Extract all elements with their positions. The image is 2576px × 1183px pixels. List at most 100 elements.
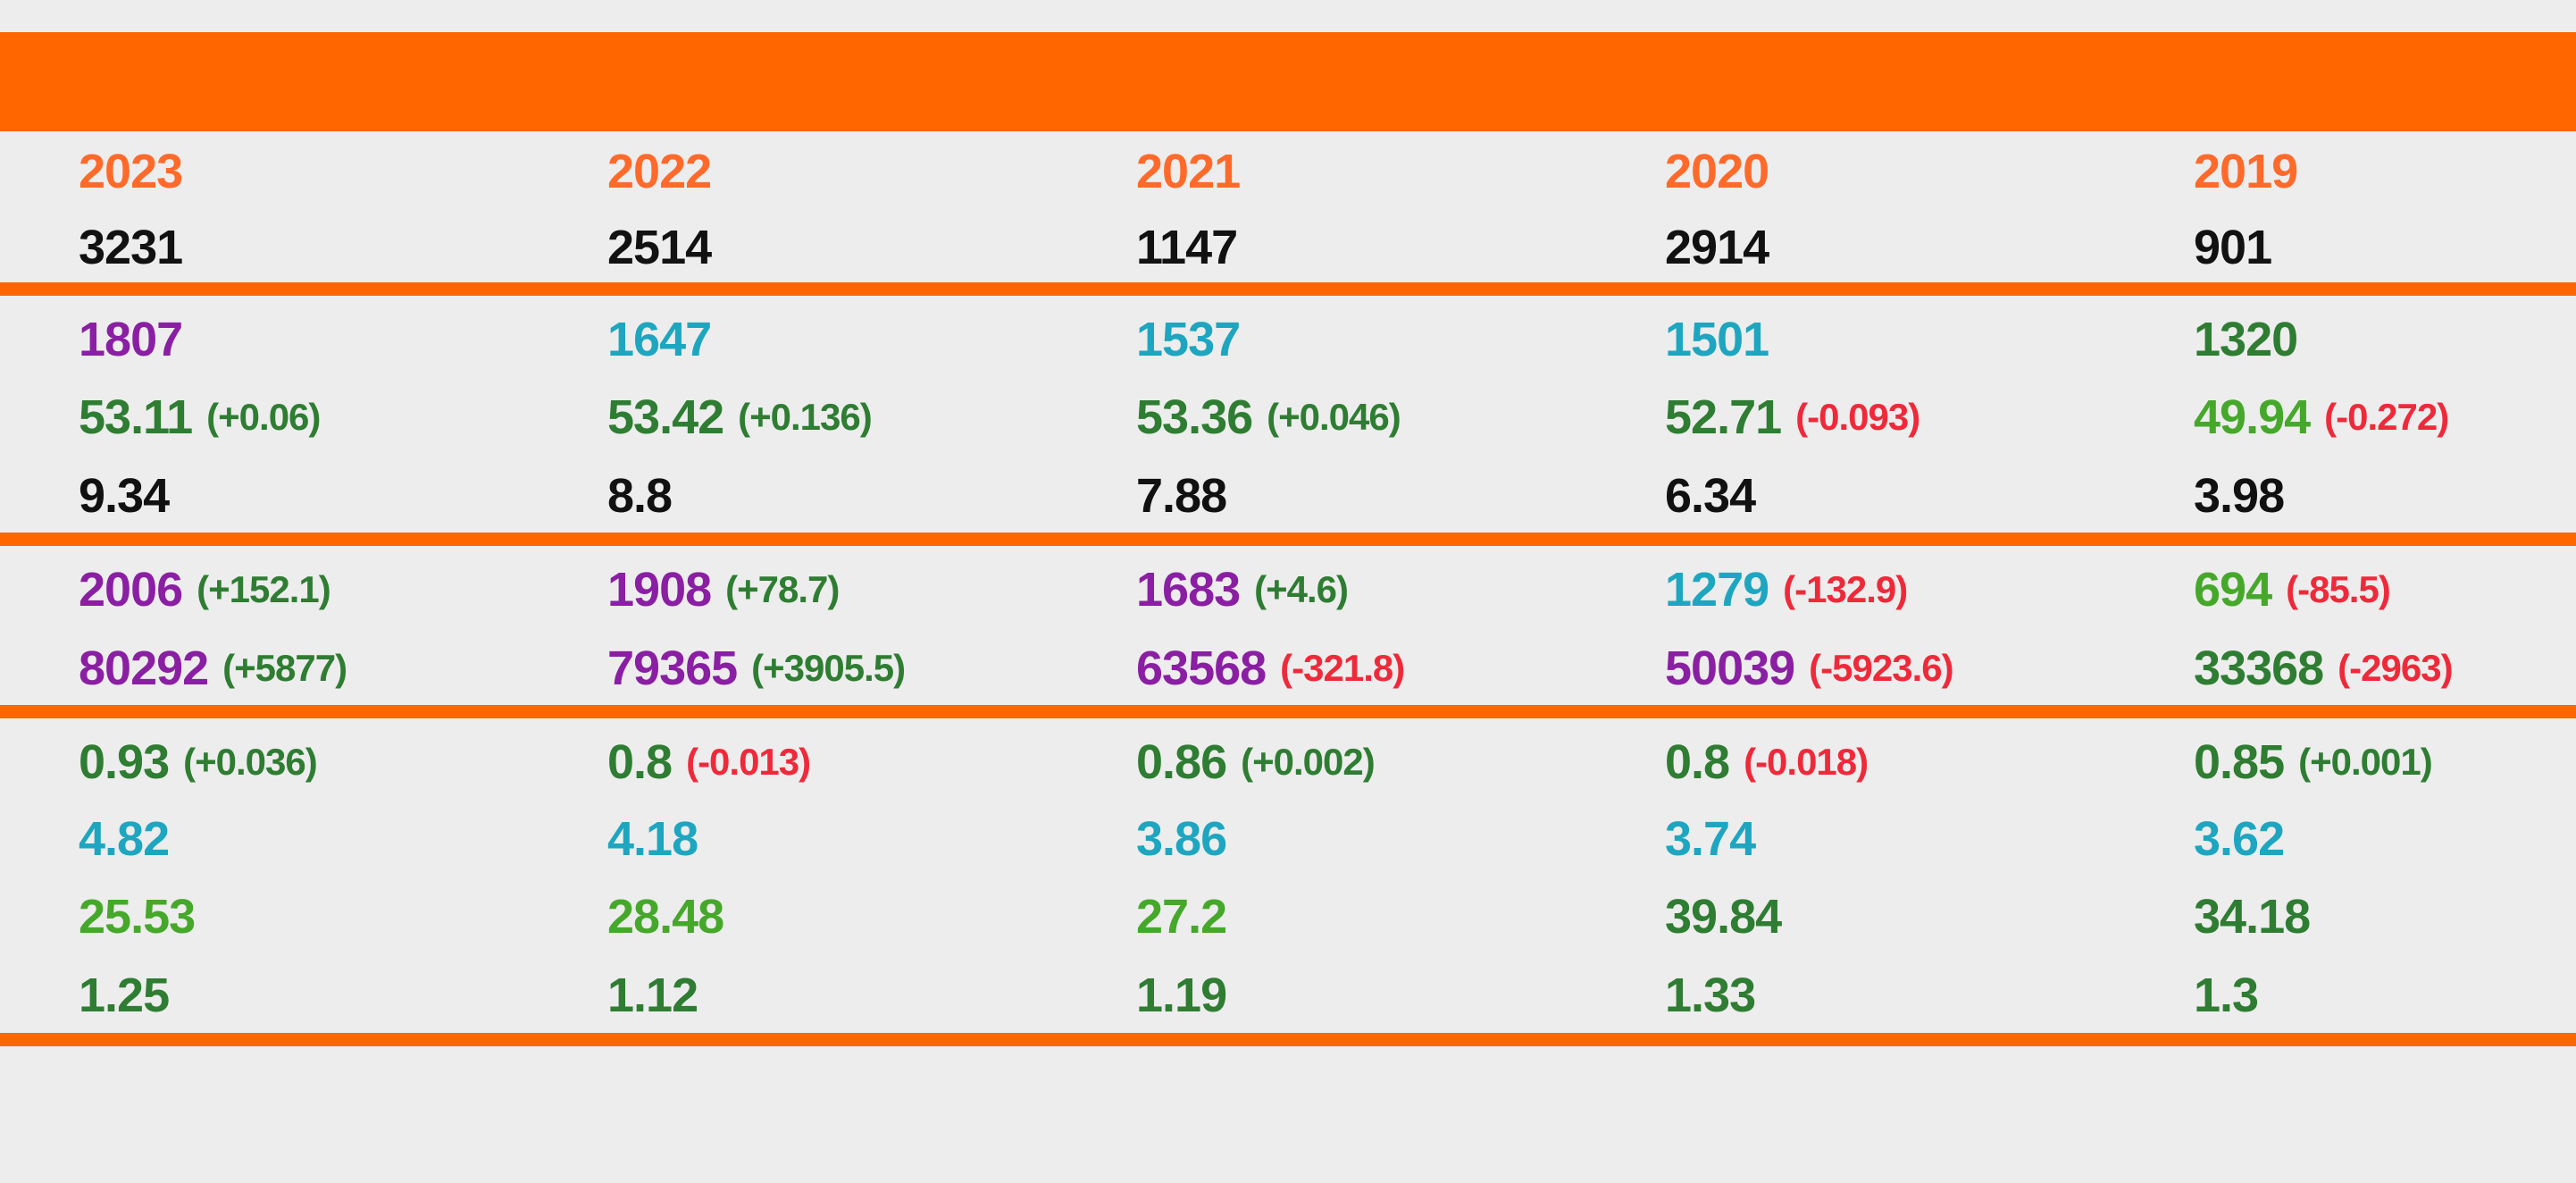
cell-value: 34.18 bbox=[2194, 890, 2311, 944]
cell-value: 0.8 bbox=[1665, 735, 1730, 789]
table-cell: 9.34 bbox=[79, 460, 170, 532]
cell-value: 3.62 bbox=[2194, 812, 2285, 866]
table-cell: 25.53 bbox=[79, 881, 196, 952]
cell-delta: (-0.272) bbox=[2324, 396, 2449, 438]
cell-delta: (-2963) bbox=[2338, 647, 2453, 689]
table-cell: 33368 (-2963) bbox=[2194, 633, 2454, 704]
table-cell: 53.36 (+0.046) bbox=[1136, 382, 1401, 453]
cell-value: 1279 bbox=[1665, 563, 1769, 617]
table-cell: 3.74 bbox=[1665, 803, 1756, 875]
table-cell: 8.8 bbox=[607, 460, 673, 532]
cell-value: 1147 bbox=[1136, 221, 1238, 274]
cell-value: 49.94 bbox=[2194, 390, 2311, 444]
table-cell: 4.82 bbox=[79, 803, 170, 875]
cell-value: 2914 bbox=[1665, 221, 1769, 274]
table-cell: 53.11 (+0.06) bbox=[79, 382, 321, 453]
metric-row-5: 80292 (+5877) 79365 (+3905.5) 63568 (-321.8) 5… bbox=[0, 633, 2576, 704]
table-cell: 2022 bbox=[607, 136, 712, 207]
table-cell: 1647 bbox=[607, 304, 712, 375]
cell-value: 1.19 bbox=[1136, 969, 1227, 1022]
section-divider bbox=[0, 533, 2576, 546]
cell-value: 1908 bbox=[607, 563, 712, 617]
year-label: 2019 bbox=[2194, 145, 2298, 198]
section-divider bbox=[0, 705, 2576, 718]
table-cell: 1.33 bbox=[1665, 960, 1756, 1031]
table-cell: 1.19 bbox=[1136, 960, 1227, 1031]
cell-value: 25.53 bbox=[79, 890, 196, 944]
metric-row-3: 9.34 8.8 7.88 6.34 3.98 bbox=[0, 460, 2576, 532]
cell-value: 9.34 bbox=[79, 469, 170, 523]
cell-value: 0.86 bbox=[1136, 735, 1227, 789]
table-cell: 1320 bbox=[2194, 304, 2298, 375]
cell-delta: (-5923.6) bbox=[1809, 647, 1953, 689]
year-row: 2023 2022 2021 2020 2019 bbox=[0, 136, 2576, 207]
cell-value: 2514 bbox=[607, 221, 712, 274]
table-cell: 0.93 (+0.036) bbox=[79, 726, 318, 798]
cell-value: 53.36 bbox=[1136, 390, 1253, 444]
table-cell: 53.42 (+0.136) bbox=[607, 382, 873, 453]
cell-delta: (+0.036) bbox=[183, 741, 318, 783]
cell-delta: (+0.06) bbox=[206, 396, 321, 438]
cell-value: 80292 bbox=[79, 642, 209, 695]
cell-value: 3231 bbox=[79, 221, 183, 274]
table-cell: 3.62 bbox=[2194, 803, 2285, 875]
cell-delta: (+4.6) bbox=[1254, 568, 1349, 610]
cell-value: 1501 bbox=[1665, 313, 1769, 366]
cell-value: 1647 bbox=[607, 313, 712, 366]
metric-row-6: 0.93 (+0.036) 0.8 (-0.013) 0.86 (+0.002) 0.8 (-… bbox=[0, 726, 2576, 798]
cell-value: 8.8 bbox=[607, 469, 673, 523]
metric-row-1: 1807 1647 1537 1501 1320 bbox=[0, 304, 2576, 375]
cell-value: 1683 bbox=[1136, 563, 1241, 617]
cell-value: 52.71 bbox=[1665, 390, 1782, 444]
cell-value: 3.74 bbox=[1665, 812, 1756, 866]
cell-value: 39.84 bbox=[1665, 890, 1782, 944]
cell-value: 79365 bbox=[607, 642, 738, 695]
cell-delta: (+152.1) bbox=[197, 568, 331, 610]
table-cell: 1.25 bbox=[79, 960, 170, 1031]
header-band bbox=[0, 32, 2576, 131]
cell-value: 1320 bbox=[2194, 313, 2298, 366]
cell-value: 1.33 bbox=[1665, 969, 1756, 1022]
table-cell: 3.98 bbox=[2194, 460, 2285, 532]
table-cell: 1908 (+78.7) bbox=[607, 554, 840, 625]
table-cell: 1147 bbox=[1136, 212, 1238, 283]
table-cell: 694 (-85.5) bbox=[2194, 554, 2391, 625]
cell-delta: (-132.9) bbox=[1783, 568, 1908, 610]
table-cell: 901 bbox=[2194, 212, 2272, 283]
cell-value: 0.85 bbox=[2194, 735, 2285, 789]
table-cell: 39.84 bbox=[1665, 881, 1782, 952]
table-cell: 2021 bbox=[1136, 136, 1241, 207]
cell-delta: (-0.018) bbox=[1744, 741, 1869, 783]
cell-value: 50039 bbox=[1665, 642, 1795, 695]
table-cell: 1.3 bbox=[2194, 960, 2259, 1031]
cell-value: 0.93 bbox=[79, 735, 170, 789]
cell-value: 2006 bbox=[79, 563, 183, 617]
year-label: 2021 bbox=[1136, 145, 1241, 198]
table-cell: 1279 (-132.9) bbox=[1665, 554, 1908, 625]
cell-value: 1.3 bbox=[2194, 969, 2259, 1022]
table-cell: 0.8 (-0.018) bbox=[1665, 726, 1869, 798]
table-cell: 6.34 bbox=[1665, 460, 1756, 532]
section-divider bbox=[0, 1033, 2576, 1046]
cell-value: 63568 bbox=[1136, 642, 1267, 695]
table-cell: 27.2 bbox=[1136, 881, 1227, 952]
section-divider bbox=[0, 282, 2576, 296]
table-cell: 1501 bbox=[1665, 304, 1769, 375]
cell-value: 1537 bbox=[1136, 313, 1241, 366]
table-cell: 2914 bbox=[1665, 212, 1769, 283]
table-cell: 1.12 bbox=[607, 960, 698, 1031]
cell-delta: (+78.7) bbox=[725, 568, 840, 610]
table-cell: 0.8 (-0.013) bbox=[607, 726, 811, 798]
table-cell: 2006 (+152.1) bbox=[79, 554, 331, 625]
cell-value: 1.12 bbox=[607, 969, 698, 1022]
cell-value: 3.98 bbox=[2194, 469, 2285, 523]
cell-delta: (-0.093) bbox=[1795, 396, 1920, 438]
total-row: 3231 2514 1147 2914 901 bbox=[0, 212, 2576, 283]
table-cell: 1537 bbox=[1136, 304, 1241, 375]
cell-delta: (-0.013) bbox=[686, 741, 811, 783]
metric-row-9: 1.25 1.12 1.19 1.33 1.3 bbox=[0, 960, 2576, 1031]
table-cell: 1683 (+4.6) bbox=[1136, 554, 1349, 625]
cell-value: 27.2 bbox=[1136, 890, 1227, 944]
cell-value: 33368 bbox=[2194, 642, 2324, 695]
table-cell: 2019 bbox=[2194, 136, 2298, 207]
